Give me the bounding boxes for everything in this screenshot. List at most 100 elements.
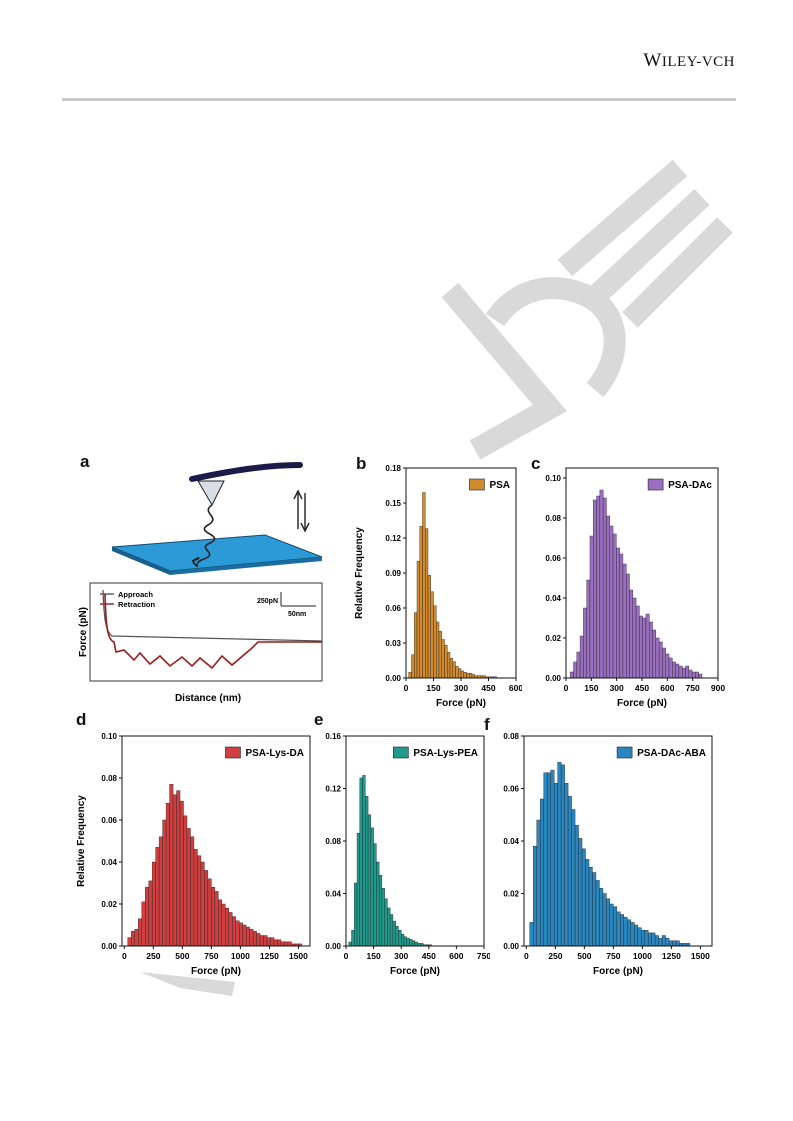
histogram-bar — [665, 937, 670, 947]
x-tick-label: 750 — [477, 951, 490, 961]
panel-letter-e: e — [314, 710, 324, 729]
histogram-psa-dac: 0.00 0.02 0.04 0.06 0.08 0.10 0 150 300 450 600 750… — [545, 467, 725, 709]
y-tick-label: 0.00 — [385, 674, 401, 683]
histogram-bar — [249, 928, 254, 947]
y-tick-label: 0.06 — [503, 785, 519, 794]
x-tick-label: 0 — [344, 951, 349, 961]
force-axis-label: Force (pN) — [78, 607, 89, 657]
y-tick-label: 0.08 — [503, 732, 519, 741]
y-tick-label: 0.12 — [325, 785, 341, 794]
histogram-bar — [218, 899, 223, 947]
histogram-bar — [635, 605, 640, 679]
x-axis-label: Force (pN) — [593, 966, 643, 977]
polymer-chain — [191, 504, 216, 568]
legend-retraction: Retraction — [118, 600, 156, 609]
x-tick-label: 600 — [660, 683, 674, 693]
legend-label: PSA-DAc-ABA — [637, 748, 706, 759]
x-tick-label: 300 — [394, 951, 408, 961]
up-down-arrow-icon — [293, 489, 310, 533]
legend-swatch — [393, 746, 409, 759]
header-rule — [62, 98, 736, 101]
afm-schematic — [111, 462, 323, 575]
histogram-bar — [252, 931, 257, 947]
histogram-bar — [553, 783, 558, 947]
histogram-bar — [359, 777, 363, 947]
x-tick-label: 0 — [404, 683, 409, 693]
plot-frame — [121, 735, 311, 947]
histogram-bar — [612, 533, 617, 679]
x-tick-label: 600 — [509, 683, 522, 693]
histogram-bar — [458, 668, 462, 679]
histogram-bar — [571, 809, 576, 947]
histogram-bar — [193, 849, 198, 947]
y-tick-label: 0.15 — [385, 499, 401, 508]
histogram-bar — [642, 617, 647, 679]
histogram-bar — [698, 673, 703, 679]
histogram-bar — [652, 629, 657, 679]
histogram-bar — [183, 815, 188, 947]
histogram-bar — [433, 605, 437, 679]
histogram-bar — [176, 790, 181, 947]
x-tick-label: 1500 — [289, 951, 308, 961]
y-axis-label: Relative Frequency — [354, 527, 365, 619]
histogram-bar — [284, 941, 289, 947]
histogram-bar — [406, 937, 410, 947]
histogram-psa-dac-aba: 0.00 0.02 0.04 0.06 0.08 0 250 500 750 1000 1250 15… — [503, 732, 713, 977]
x-tick-label: 300 — [454, 683, 468, 693]
histogram-bar — [574, 825, 579, 947]
histogram-bar — [398, 930, 402, 947]
histogram-bar — [651, 932, 656, 947]
histogram-bar — [367, 814, 372, 947]
histogram-bar — [560, 764, 565, 947]
histogram-bar — [609, 903, 614, 947]
x-tick-label: 250 — [146, 951, 160, 961]
histogram-bar — [266, 937, 271, 947]
histogram-bar — [280, 941, 285, 947]
histogram-bar — [204, 870, 209, 947]
publisher-initial: W — [643, 50, 662, 71]
y-tick-label: 0.03 — [385, 639, 401, 648]
histogram-bar — [649, 621, 653, 679]
histogram-bar — [576, 651, 581, 679]
y-tick-label: 0.12 — [385, 534, 401, 543]
histogram-bar — [356, 832, 361, 947]
histogram-bar — [629, 589, 633, 679]
histogram-bar — [599, 489, 604, 679]
substrate-surface — [111, 534, 323, 572]
x-tick-label: 1250 — [260, 951, 279, 961]
histogram-bar — [162, 819, 167, 947]
histogram-bar — [427, 575, 431, 679]
histogram-bar — [351, 930, 355, 947]
histogram-bar — [581, 848, 586, 947]
histogram-bar — [197, 855, 202, 947]
y-tick-label: 0.08 — [545, 514, 561, 523]
panel-letter-d: d — [76, 710, 87, 729]
panel-letter-b: b — [356, 454, 367, 473]
histogram-bar — [678, 665, 683, 679]
histogram-bar — [658, 937, 663, 947]
histogram-bar — [392, 920, 396, 947]
x-tick-label: 300 — [610, 683, 624, 693]
y-tick-label: 0.02 — [503, 890, 519, 899]
histogram-bar — [165, 802, 170, 947]
x-axis-label: Force (pN) — [191, 966, 241, 977]
x-tick-label: 150 — [426, 683, 440, 693]
x-tick-label: 150 — [584, 683, 598, 693]
histogram-bar — [412, 940, 416, 947]
x-tick-label: 450 — [635, 683, 649, 693]
y-tick-label: 0.10 — [545, 474, 561, 483]
histogram-bar — [228, 912, 233, 947]
panel-letter-a: a — [80, 452, 90, 471]
x-tick-label: 1000 — [231, 951, 250, 961]
cantilever — [189, 462, 303, 482]
legend-swatch — [647, 478, 664, 491]
x-tick-label: 750 — [606, 951, 620, 961]
histogram-bar — [606, 898, 611, 947]
histogram-bar — [389, 914, 394, 947]
histogram-bar — [589, 535, 594, 679]
histogram-bar — [287, 941, 292, 947]
histogram-bar — [602, 893, 607, 947]
histogram-bar — [672, 661, 676, 679]
histogram-bar — [438, 631, 442, 679]
y-tick-label: 0.06 — [385, 604, 401, 613]
